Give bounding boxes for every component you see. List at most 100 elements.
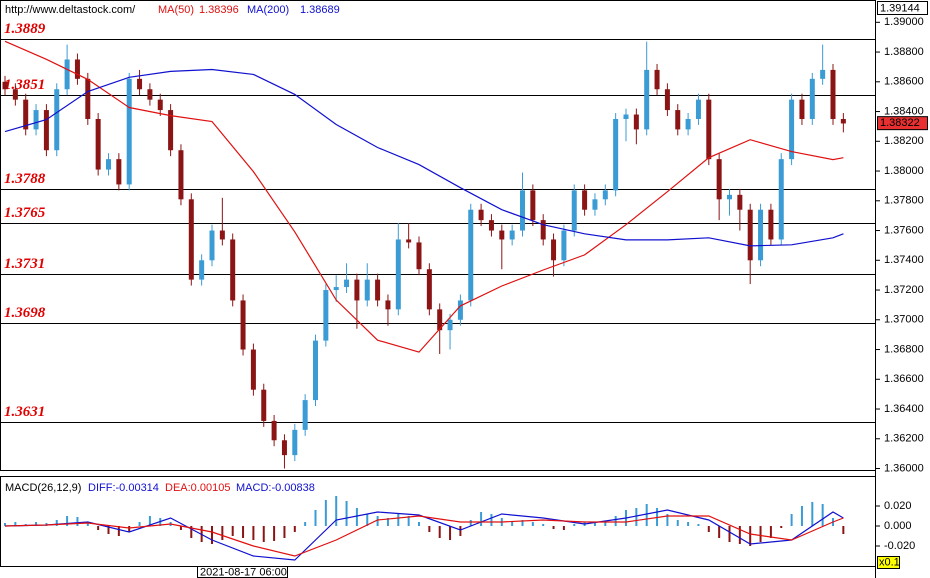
y-tick-label: -0.020 — [884, 540, 915, 552]
y-tick-label: 1.36000 — [884, 462, 924, 474]
candle-body — [654, 69, 660, 90]
candle-body — [137, 78, 143, 90]
level-label: 1.3698 — [4, 305, 46, 321]
candle-body — [333, 287, 339, 291]
candle-body — [747, 209, 753, 261]
candle-body — [540, 220, 546, 240]
macd-line — [4, 509, 844, 561]
macd-title: MACD(26,12,9) — [5, 482, 81, 494]
candle-body — [385, 300, 391, 310]
y-tick-label: 1.38600 — [884, 76, 924, 88]
candle-body — [281, 440, 287, 456]
y-tick-label: 1.36400 — [884, 403, 924, 415]
candle-body — [85, 78, 91, 119]
candle-body — [426, 269, 432, 310]
level-label: 1.3788 — [4, 171, 46, 187]
candle-body — [809, 78, 815, 119]
candle-body — [74, 59, 80, 79]
scale-label: x0.1 — [879, 556, 900, 568]
candle-body — [488, 220, 494, 231]
candle-body — [633, 114, 639, 130]
y-tick-label: 0.000 — [884, 520, 912, 532]
candle-body — [354, 279, 360, 301]
candle-body — [219, 230, 225, 240]
candle-body — [157, 99, 163, 111]
candle-body — [758, 209, 764, 261]
candle-body — [271, 420, 277, 441]
y-tick-label: 1.38400 — [884, 105, 924, 117]
candle-body — [468, 209, 474, 301]
candle-body — [499, 230, 505, 240]
y-tick-label: 1.37200 — [884, 284, 924, 296]
legend-dea: DEA:0.00105 — [165, 482, 230, 494]
candle-body — [33, 110, 39, 130]
candle-body — [23, 99, 29, 130]
candle-body — [727, 194, 732, 200]
candle-body — [64, 59, 70, 90]
legend-ma50: MA(50) — [158, 4, 194, 16]
candle-body — [12, 89, 18, 100]
candle-body — [613, 118, 619, 191]
y-tick-label: 1.39000 — [884, 16, 924, 28]
candle-body — [406, 239, 412, 243]
level-label: 1.3851 — [4, 77, 45, 93]
candle-body — [737, 194, 743, 210]
candle-body — [261, 389, 267, 421]
candle-body — [199, 260, 205, 280]
candle-body — [375, 279, 381, 301]
candle-body — [571, 190, 577, 231]
y-tick-label: 1.37800 — [884, 195, 924, 207]
candle-body — [509, 230, 515, 240]
candle-body — [147, 89, 153, 100]
candle-body — [664, 89, 670, 111]
candle-body — [395, 239, 401, 310]
candle-body — [43, 110, 49, 151]
y-tick-label: 1.38800 — [884, 46, 924, 58]
candle-body — [789, 99, 795, 160]
candle-body — [675, 110, 681, 130]
candle-body — [582, 190, 588, 210]
candle-body — [116, 159, 122, 185]
candle-body — [230, 239, 236, 301]
candle-body — [716, 159, 722, 200]
candle-body — [302, 400, 308, 430]
candle-body — [188, 199, 194, 280]
candle-body — [2, 81, 8, 90]
candle-body — [106, 159, 111, 170]
cursor-time: 2021-08-17 06:00 — [200, 566, 287, 578]
candle-body — [209, 230, 215, 261]
candle-body — [292, 429, 298, 456]
candle-body — [799, 99, 805, 119]
candle-body — [685, 118, 691, 130]
candle-body — [706, 99, 712, 160]
candle-body — [778, 159, 784, 240]
legend-ma50-value: 1.38396 — [199, 4, 239, 16]
candle-body — [364, 279, 370, 301]
y-tick-label: 1.36600 — [884, 373, 924, 385]
candle-body — [695, 99, 701, 119]
level-label: 1.3731 — [4, 256, 45, 272]
candle-body — [623, 114, 629, 119]
y-tick-label: 0.020 — [884, 500, 912, 512]
last-price-box — [877, 116, 928, 131]
legend-macd: MACD:-0.00838 — [236, 482, 315, 494]
legend-diff: DIFF:-0.00314 — [88, 482, 159, 494]
level-label: 1.3889 — [4, 21, 46, 37]
candle-body — [820, 69, 826, 79]
candle-body — [447, 319, 453, 331]
last-price: 1.38322 — [880, 117, 920, 129]
plot-area: 1.3889 1.3851 1.3788 1.3765 1.3731 1.3698 1.36… — [0, 21, 875, 561]
site-url: http://www.deltastock.com/ — [5, 4, 136, 16]
candle-body — [323, 290, 329, 341]
candle-body — [344, 279, 350, 288]
candle-body — [178, 150, 184, 200]
scale-box — [877, 556, 900, 569]
candle-body — [592, 199, 598, 210]
candle-body — [840, 118, 846, 124]
candle-body — [551, 239, 557, 261]
candle-body — [561, 230, 567, 261]
candle-body — [602, 190, 608, 200]
axis-top-value: 1.39144 — [880, 2, 920, 14]
